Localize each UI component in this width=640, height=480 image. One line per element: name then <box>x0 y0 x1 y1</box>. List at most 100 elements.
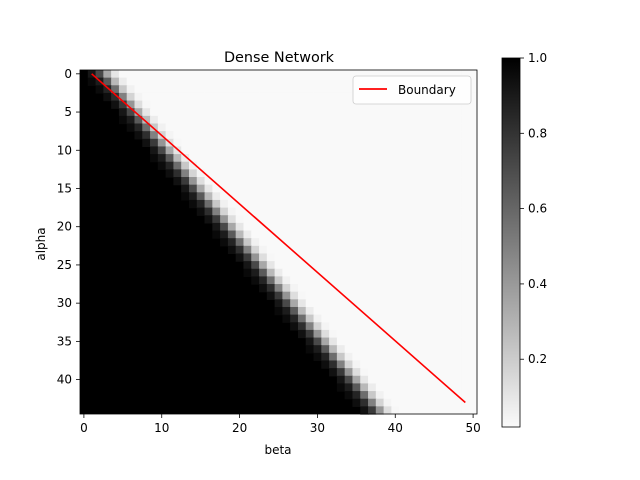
heatmap-cell <box>414 222 424 232</box>
heatmap-cell <box>469 177 478 186</box>
heatmap-cell <box>157 100 167 109</box>
heatmap-cell <box>321 100 330 109</box>
heatmap-cell <box>391 383 400 392</box>
heatmap-cell <box>305 299 315 308</box>
heatmap-cell <box>453 199 463 209</box>
heatmap-cell <box>321 169 330 178</box>
heatmap-cell <box>329 100 338 109</box>
heatmap-cell <box>321 261 330 270</box>
heatmap-cell <box>336 123 346 132</box>
heatmap-cell <box>352 375 361 385</box>
heatmap-cell <box>399 215 408 224</box>
heatmap-cell <box>352 306 361 316</box>
heatmap-cell <box>399 230 408 239</box>
heatmap-cell <box>406 70 416 79</box>
heatmap-cell <box>368 169 377 178</box>
heatmap-cell <box>329 146 338 155</box>
heatmap-cell <box>188 161 198 170</box>
heatmap-cell <box>297 138 307 148</box>
heatmap-cell <box>383 368 392 377</box>
heatmap-cell <box>438 268 447 277</box>
heatmap-cell <box>368 375 377 385</box>
heatmap-cell <box>368 115 377 125</box>
y-axis-label: alpha <box>34 227 48 260</box>
heatmap-cell <box>352 100 361 109</box>
heatmap-cell <box>126 115 136 125</box>
heatmap-cell <box>391 253 400 262</box>
heatmap-cell <box>297 184 307 193</box>
heatmap-cell <box>103 92 112 102</box>
heatmap-cell <box>352 253 361 262</box>
heatmap-cell <box>438 345 447 354</box>
heatmap-cell <box>142 115 151 125</box>
heatmap-cell <box>336 352 346 362</box>
heatmap-cell <box>204 115 213 125</box>
heatmap-cell <box>368 314 377 323</box>
heatmap-cell <box>274 268 283 277</box>
heatmap-cell <box>422 406 431 415</box>
heatmap-cell <box>251 222 260 232</box>
boundary-series <box>91 73 466 404</box>
heatmap-cell <box>344 161 354 170</box>
heatmap-cell <box>282 291 291 300</box>
heatmap-cell <box>344 337 354 346</box>
heatmap-cell <box>297 329 307 339</box>
heatmap-cell <box>391 138 400 148</box>
heatmap-cell <box>103 70 112 79</box>
heatmap-cell <box>235 77 245 86</box>
heatmap-cell <box>414 398 424 407</box>
heatmap-cell <box>453 215 463 224</box>
heatmap-cell <box>406 222 416 232</box>
heatmap-cell <box>297 284 307 293</box>
heatmap-cell <box>297 314 307 323</box>
heatmap-cell <box>290 138 299 148</box>
heatmap-cell <box>391 115 400 125</box>
heatmap-cell <box>414 375 424 385</box>
heatmap-cell <box>336 184 346 193</box>
heatmap-cell <box>383 253 392 262</box>
heatmap-cell <box>399 391 408 400</box>
heatmap-cell <box>235 108 245 117</box>
heatmap-cell <box>150 77 159 86</box>
heatmap-cell <box>251 92 260 102</box>
heatmap-cell <box>313 276 322 285</box>
heatmap-cell <box>259 207 268 216</box>
heatmap-cell <box>430 261 439 270</box>
heatmap-cell <box>360 70 369 79</box>
heatmap-cell <box>329 222 338 232</box>
colorbar-ticks: 0.2 0.4 0.6 0.8 1.0 <box>520 51 547 366</box>
heatmap-cell <box>344 253 354 262</box>
heatmap-cell <box>399 108 408 117</box>
heatmap-cell <box>368 100 377 109</box>
heatmap-cell <box>461 299 470 308</box>
heatmap-cell <box>438 329 447 339</box>
heatmap-cell <box>329 299 338 308</box>
heatmap-cell <box>282 108 291 117</box>
heatmap-cell <box>305 199 315 209</box>
heatmap-cell <box>142 70 151 79</box>
heatmap-cell <box>453 115 463 125</box>
heatmap-cell <box>344 375 354 385</box>
heatmap-cell <box>469 268 478 277</box>
heatmap-cell <box>259 131 268 140</box>
heatmap-cell <box>406 337 416 346</box>
heatmap-cell <box>414 245 424 255</box>
heatmap-cell <box>329 115 338 125</box>
heatmap-cell <box>259 177 268 186</box>
heatmap-cell <box>453 314 463 323</box>
heatmap-cell <box>321 207 330 216</box>
heatmap-cell <box>422 306 431 316</box>
heatmap-cell <box>220 184 229 193</box>
heatmap-cell <box>438 177 447 186</box>
heatmap-cell <box>430 391 439 400</box>
heatmap-cell <box>422 184 431 193</box>
heatmap-cell <box>150 70 159 79</box>
heatmap-cell <box>290 77 299 86</box>
heatmap-cell <box>406 329 416 339</box>
heatmap-cell <box>375 215 385 224</box>
heatmap-cell <box>461 184 470 193</box>
heatmap-cell <box>188 115 198 125</box>
heatmap-cell <box>352 284 361 293</box>
heatmap-cell <box>344 352 354 362</box>
heatmap-cell <box>297 268 307 277</box>
